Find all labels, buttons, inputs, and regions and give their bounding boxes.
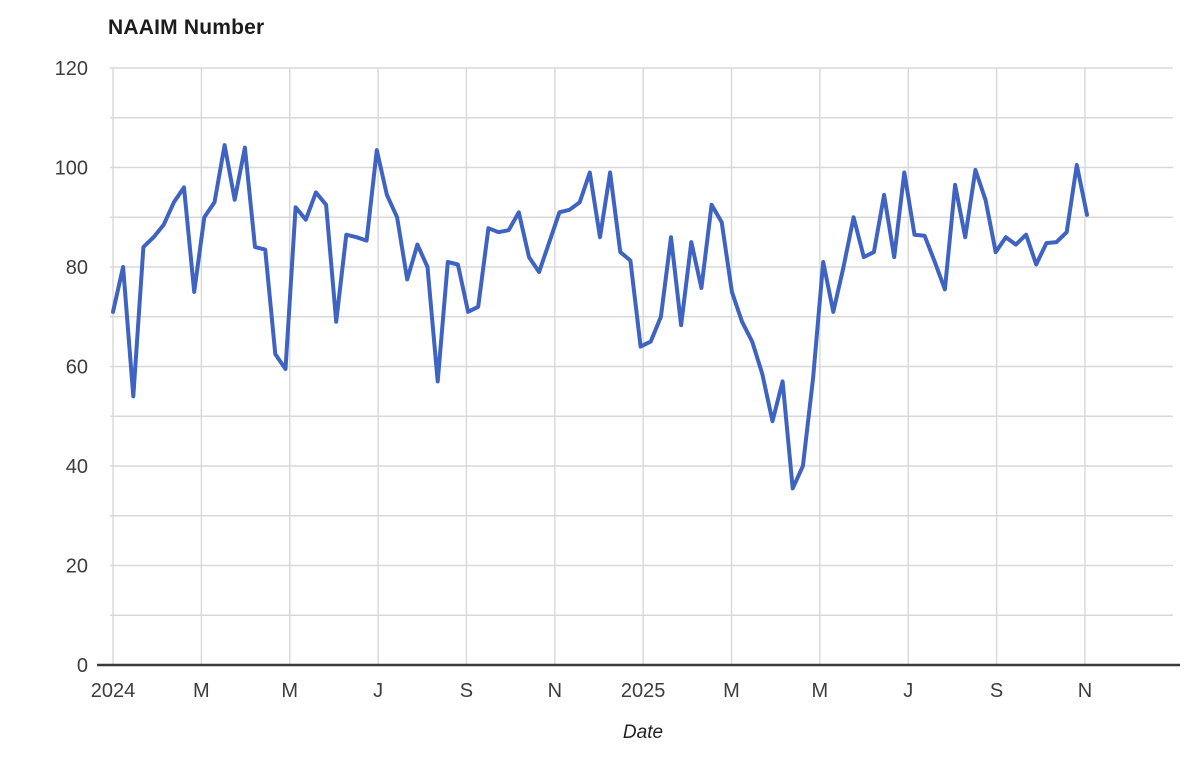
x-tick-label: M: [281, 680, 298, 702]
x-tick-label: 2025: [621, 680, 666, 702]
y-tick-label: 40: [66, 456, 88, 478]
y-tick-label: 0: [77, 655, 88, 677]
x-tick-label: M: [193, 680, 210, 702]
y-tick-label: 20: [66, 556, 88, 578]
y-tick-label: 120: [55, 58, 88, 80]
y-tick-label: 80: [66, 257, 88, 279]
x-tick-label: S: [990, 680, 1003, 702]
x-tick-label: N: [1078, 680, 1092, 702]
x-tick-label: J: [373, 680, 383, 702]
y-tick-label: 100: [55, 158, 88, 180]
x-axis-title: Date: [623, 722, 663, 743]
x-tick-label: M: [723, 680, 740, 702]
chart-title: NAAIM Number: [108, 16, 265, 39]
x-tick-label: M: [812, 680, 829, 702]
x-tick-label: S: [460, 680, 473, 702]
x-tick-label: 2024: [91, 680, 136, 702]
y-tick-label: 60: [66, 357, 88, 379]
x-tick-label: N: [548, 680, 562, 702]
x-tick-label: J: [903, 680, 913, 702]
naaim-series-line: [111, 143, 1089, 491]
